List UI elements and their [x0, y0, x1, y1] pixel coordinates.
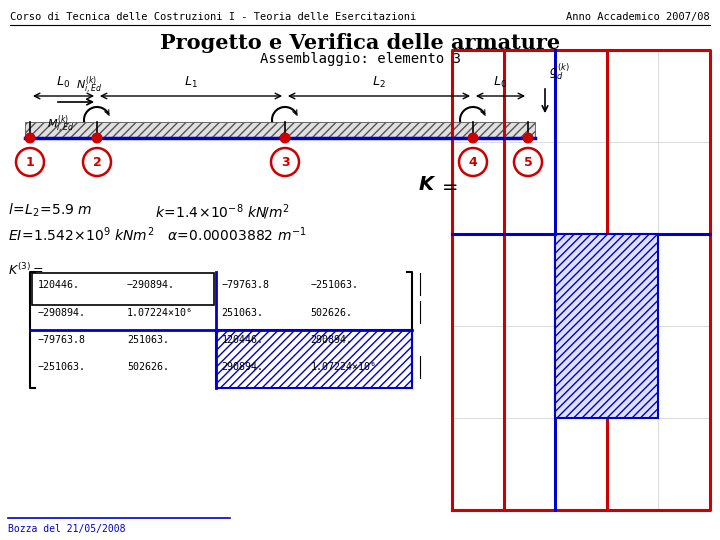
Text: $l\!=\!L_2\!=\!5.9\ m$: $l\!=\!L_2\!=\!5.9\ m$	[8, 202, 92, 219]
Bar	[555, 234, 658, 418]
Text: 5: 5	[523, 156, 532, 168]
Text: Corso di Tecnica delle Costruzioni I - Teoria delle Esercitazioni: Corso di Tecnica delle Costruzioni I - T…	[10, 12, 416, 22]
Circle shape	[523, 132, 534, 144]
Text: L$_2$: L$_2$	[372, 75, 386, 90]
Text: 1.07224×10⁶: 1.07224×10⁶	[127, 307, 193, 318]
Text: $=$: $=$	[438, 176, 458, 194]
Bar	[25, 122, 535, 138]
Circle shape	[24, 132, 35, 144]
Text: Assemblaggio: elemento 3: Assemblaggio: elemento 3	[259, 52, 461, 66]
Text: 3: 3	[281, 156, 289, 168]
Bar	[32, 273, 214, 305]
Text: 1: 1	[26, 156, 35, 168]
Text: $M_{i,Ed}^{(k)}$: $M_{i,Ed}^{(k)}$	[47, 114, 75, 136]
Text: −290894.: −290894.	[38, 307, 86, 318]
Text: $g_d^{(k)}$: $g_d^{(k)}$	[549, 62, 570, 82]
Text: 251063.: 251063.	[222, 307, 264, 318]
Circle shape	[279, 132, 290, 144]
Circle shape	[467, 132, 479, 144]
Text: 251063.: 251063.	[127, 335, 168, 345]
Text: $k\!=\!1.4\!\times\!10^{-8}\ kN\!/m^2$: $k\!=\!1.4\!\times\!10^{-8}\ kN\!/m^2$	[155, 202, 289, 221]
Circle shape	[91, 132, 102, 144]
Text: 4: 4	[469, 156, 477, 168]
Text: $K^{(3)}=$: $K^{(3)}=$	[8, 262, 43, 278]
Text: −79763.8: −79763.8	[38, 335, 86, 345]
Text: −290894.: −290894.	[127, 280, 175, 290]
Text: Bozza del 21/05/2008: Bozza del 21/05/2008	[8, 524, 125, 534]
Text: 120446.: 120446.	[38, 280, 80, 290]
Text: $\boldsymbol{K}$: $\boldsymbol{K}$	[418, 176, 436, 194]
Text: Anno Accademico 2007/08: Anno Accademico 2007/08	[566, 12, 710, 22]
Text: $N_{i,Ed}^{(k)}$: $N_{i,Ed}^{(k)}$	[76, 75, 102, 97]
Text: 2: 2	[93, 156, 102, 168]
Text: −251063.: −251063.	[310, 280, 359, 290]
Text: 502626.: 502626.	[310, 307, 353, 318]
Text: −79763.8: −79763.8	[222, 280, 270, 290]
Text: 502626.: 502626.	[127, 362, 168, 373]
Text: L$_0$: L$_0$	[493, 75, 508, 90]
Text: L$_0$: L$_0$	[56, 75, 71, 90]
Text: $EI\!=\!1.542\!\times\!10^9\ kNm^2\quad \alpha\!=\!0.00003882\ m^{-1}$: $EI\!=\!1.542\!\times\!10^9\ kNm^2\quad …	[8, 225, 307, 244]
Text: Progetto e Verifica delle armature: Progetto e Verifica delle armature	[160, 33, 560, 53]
Text: 1.07224×10⁶: 1.07224×10⁶	[310, 362, 377, 373]
Text: −251063.: −251063.	[38, 362, 86, 373]
Bar	[216, 330, 412, 388]
Text: 120446.: 120446.	[222, 335, 264, 345]
Text: 290894.: 290894.	[222, 362, 264, 373]
Text: L$_1$: L$_1$	[184, 75, 198, 90]
Text: 290894.: 290894.	[310, 335, 353, 345]
